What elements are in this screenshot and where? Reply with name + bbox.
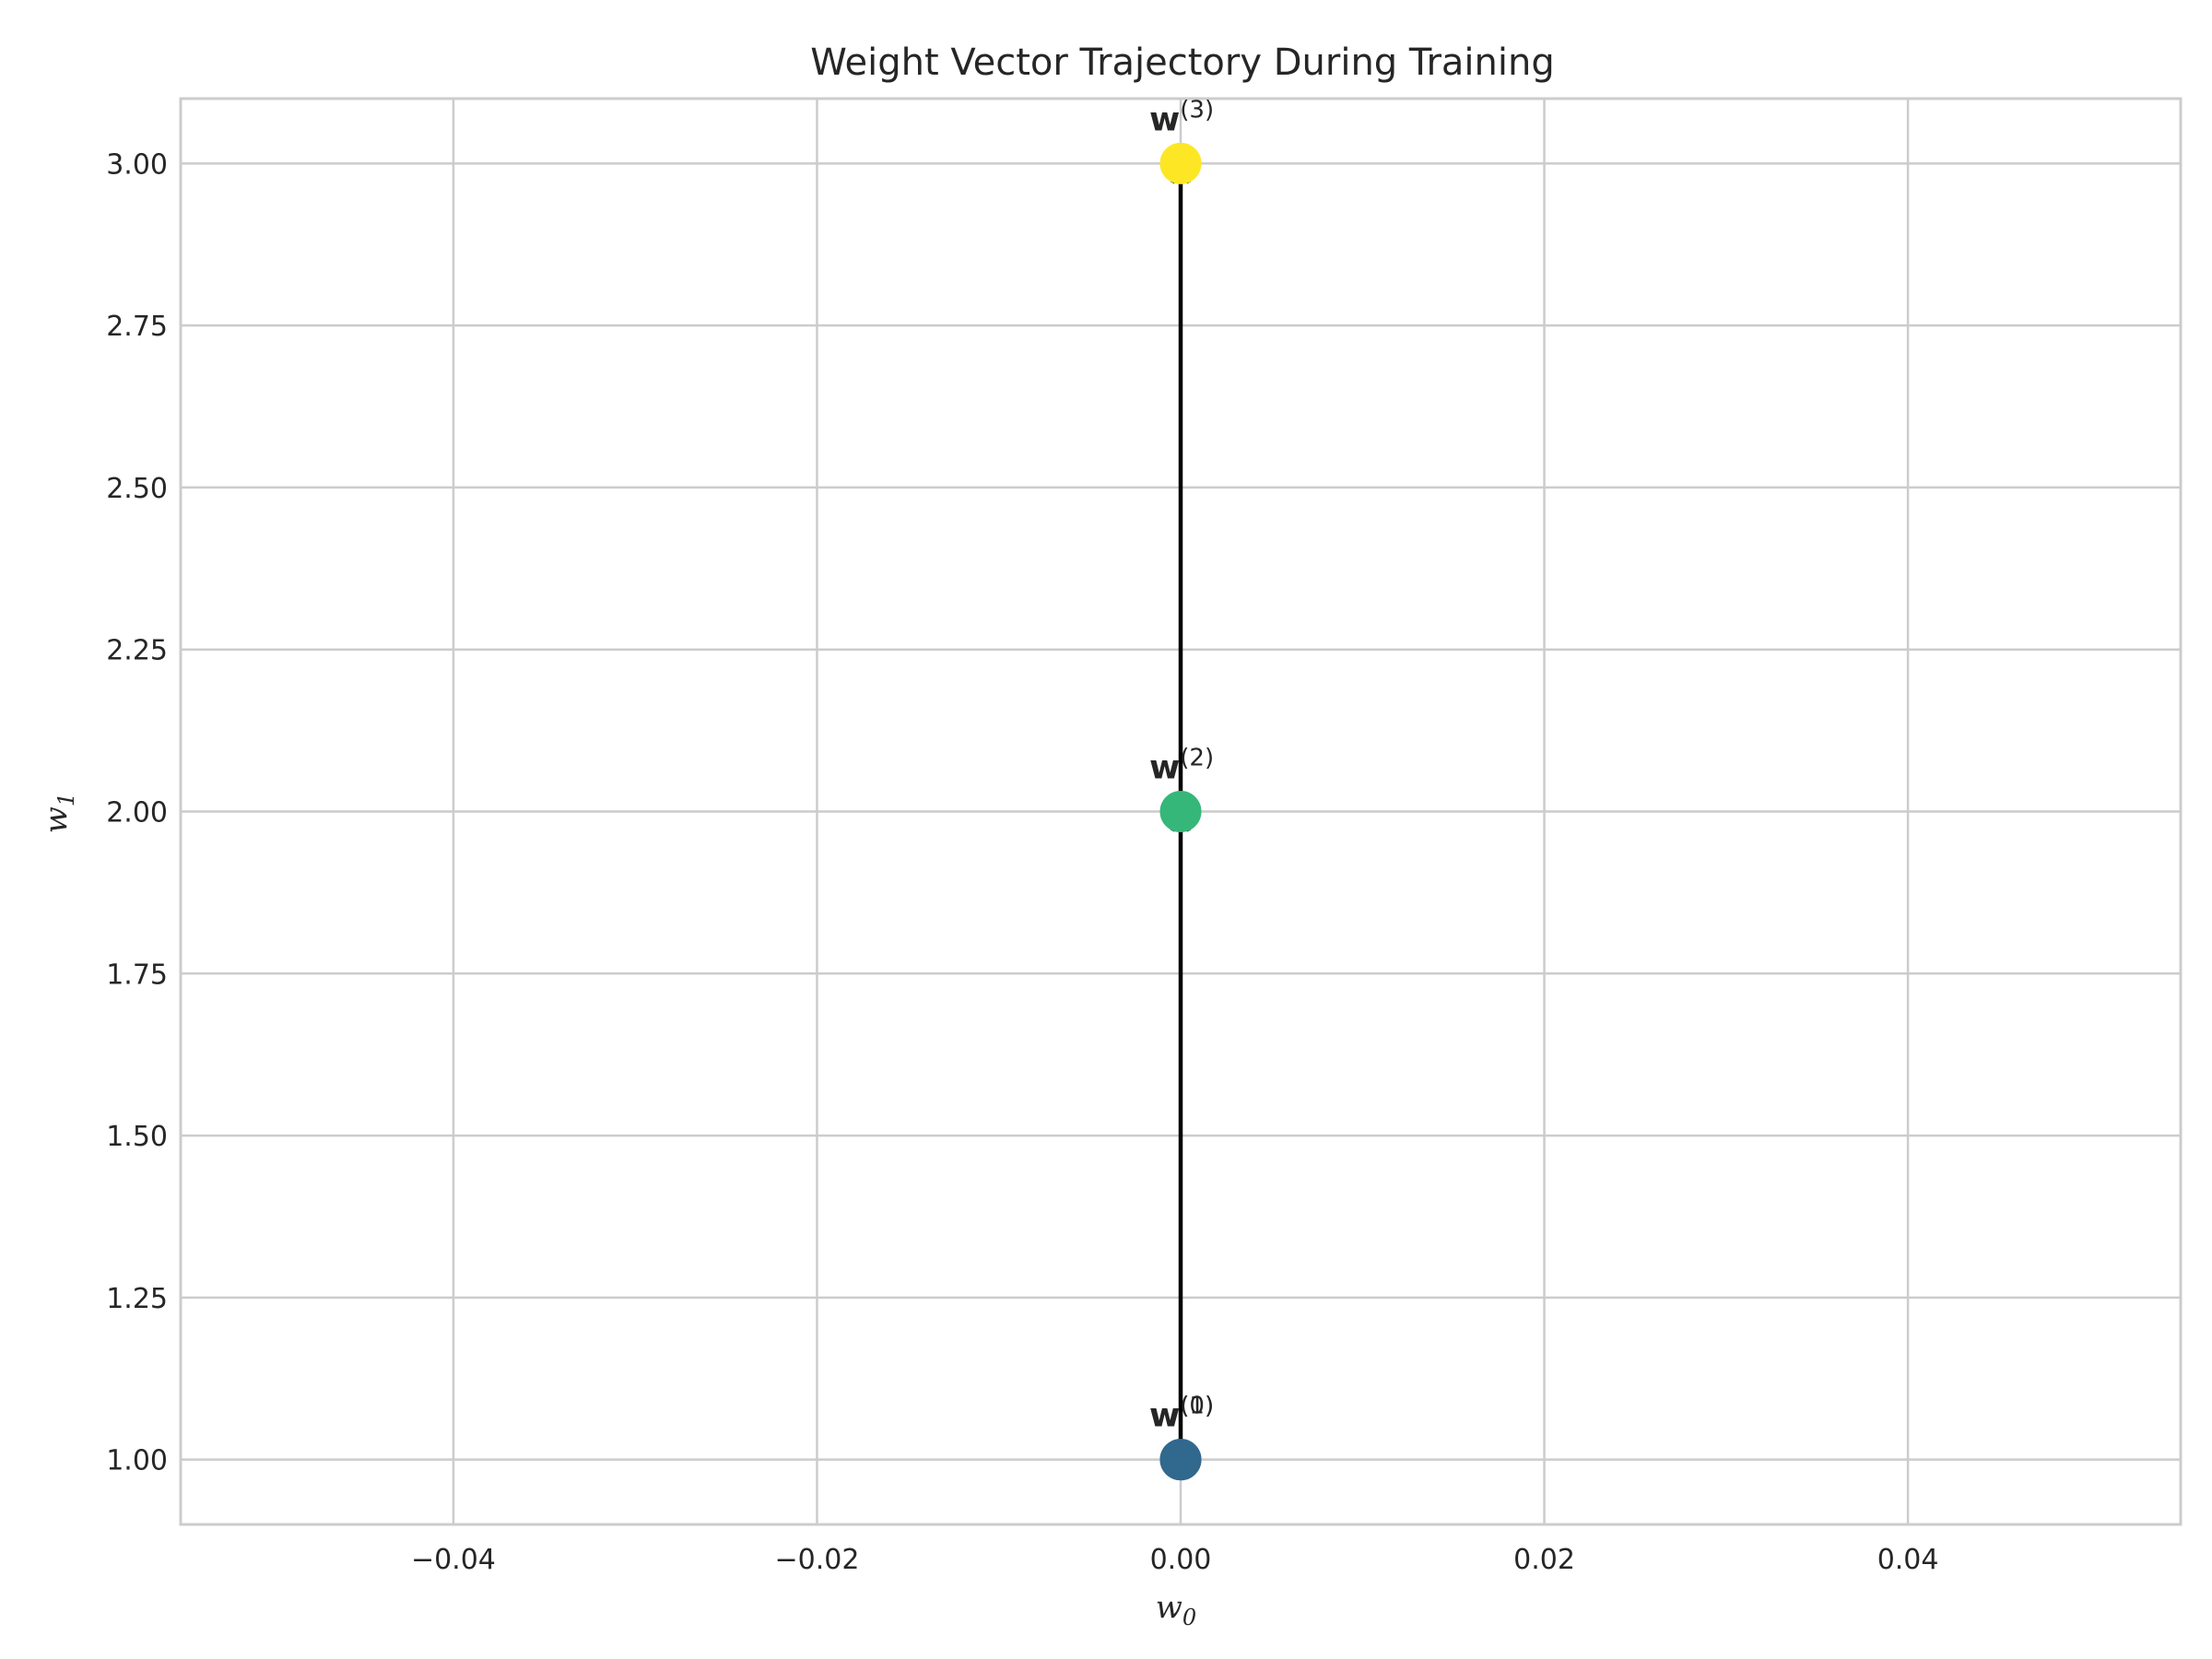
x-axis-label: w0 [1156, 1589, 1196, 1630]
y-axis-label-main: w [38, 806, 75, 833]
point-label-superscript: (0) [1180, 1393, 1214, 1420]
plot-frame [179, 97, 2183, 1526]
trajectory-point [1159, 142, 1202, 184]
point-label-main: w [1149, 749, 1180, 787]
point-label-superscript: (2) [1180, 745, 1214, 772]
point-label: w(2) [1149, 745, 1214, 787]
tick-layer: −0.04 −0.02 0.00 0.02 0.04 1.00 1.25 1.50 1.75 2.… [106, 148, 1938, 1576]
y-tick-label: 2.75 [106, 311, 168, 343]
y-tick-label: 1.75 [106, 959, 168, 991]
y-axis-label-subscript: 1 [53, 793, 79, 806]
y-tick-label: 3.00 [106, 148, 168, 181]
x-tick-label: 0.02 [1513, 1544, 1575, 1576]
x-tick-label: 0.04 [1877, 1544, 1939, 1576]
x-tick-label: −0.04 [411, 1544, 496, 1576]
chart-title: Weight Vector Trajectory During Training [810, 41, 1554, 84]
y-tick-label: 1.00 [106, 1445, 168, 1477]
trajectory-point [1159, 791, 1202, 832]
point-label-main: w [1149, 1397, 1180, 1435]
y-axis-label: w1 [38, 793, 79, 833]
point-label-superscript: (3) [1180, 96, 1214, 124]
y-tick-label: 1.50 [106, 1121, 168, 1153]
point-label: w(3) [1149, 96, 1214, 138]
y-tick-label: 2.50 [106, 473, 168, 505]
y-tick-label: 2.00 [106, 797, 168, 830]
point-label: w(0) [1149, 1393, 1214, 1435]
x-axis-label-main: w [1156, 1589, 1182, 1626]
point-layer: w(0)w(1)w(2)w(3) [1149, 96, 1214, 1481]
x-axis-label-subscript: 0 [1182, 1605, 1196, 1630]
y-tick-label: 1.25 [106, 1283, 168, 1315]
x-tick-label: −0.02 [774, 1544, 859, 1576]
trajectory-point [1159, 1439, 1202, 1481]
point-label: w(1) [1149, 1393, 1214, 1435]
point-label-main: w [1149, 100, 1180, 138]
point-label-main: w [1149, 1397, 1180, 1435]
y-tick-label: 2.25 [106, 635, 168, 667]
point-label-superscript: (1) [1180, 1393, 1214, 1420]
x-tick-label: 0.00 [1150, 1544, 1212, 1576]
